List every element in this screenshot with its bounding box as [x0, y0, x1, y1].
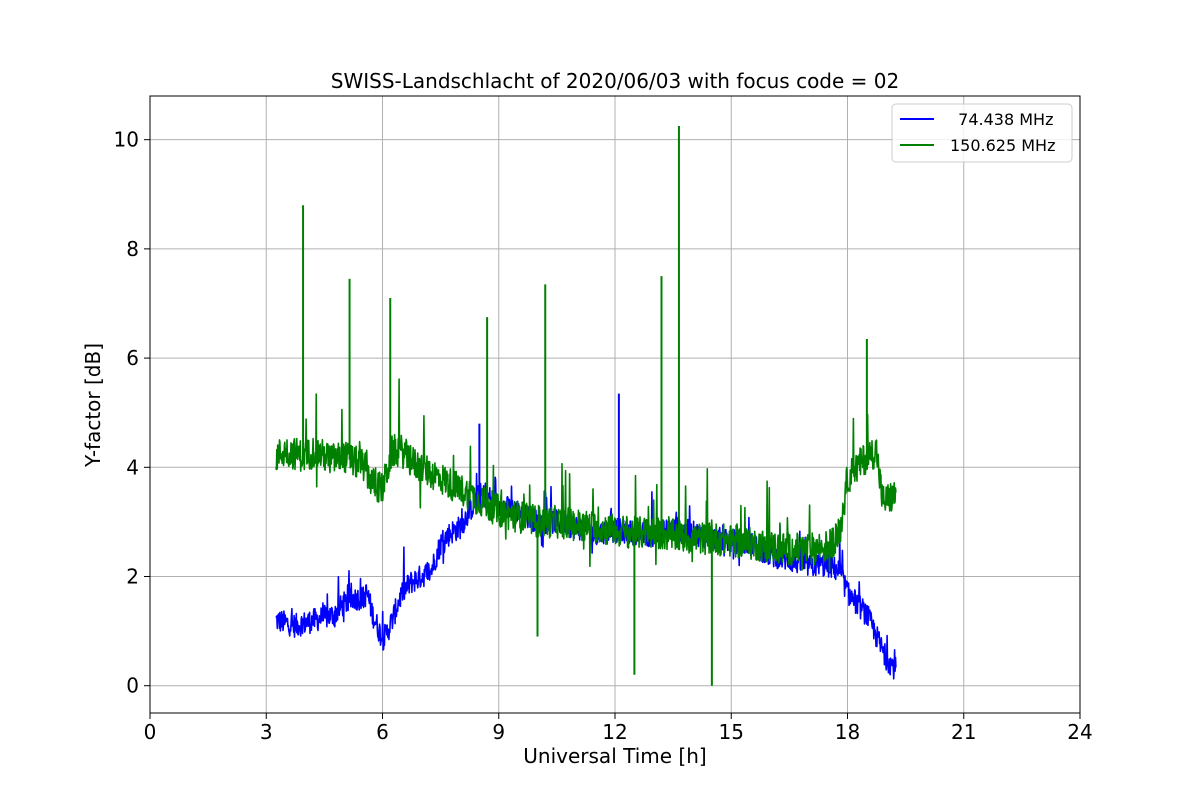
y-tick-label: 8	[126, 237, 139, 261]
x-tick-label: 15	[719, 720, 744, 744]
y-tick-label: 6	[126, 346, 139, 370]
legend-label-series-0: 74.438 MHz	[948, 110, 1053, 129]
x-tick-label: 24	[1067, 720, 1092, 744]
x-tick-label: 12	[602, 720, 627, 744]
x-tick-label: 9	[492, 720, 505, 744]
series-layer	[275, 126, 897, 686]
series-line-1	[275, 378, 897, 572]
x-axis-ticks: 0 3 6 9 12 15 18 21 24	[144, 713, 1093, 744]
chart-title: SWISS-Landschlacht of 2020/06/03 with fo…	[331, 69, 899, 93]
y-axis-ticks: 0 2 4 6 8 10	[114, 128, 150, 698]
legend-box	[891, 103, 1073, 163]
legend: 74.438 MHz 150.625 MHz	[891, 103, 1073, 163]
x-axis-label: Universal Time [h]	[523, 744, 706, 768]
legend-label-series-1: 150.625 MHz	[950, 136, 1055, 155]
x-tick-label: 6	[376, 720, 389, 744]
y-tick-label: 4	[126, 455, 139, 479]
y-tick-label: 10	[114, 128, 139, 152]
plot-area	[275, 126, 897, 686]
x-tick-label: 18	[835, 720, 860, 744]
y-tick-label: 0	[126, 674, 139, 698]
x-tick-label: 0	[144, 720, 157, 744]
x-tick-label: 3	[260, 720, 273, 744]
x-tick-label: 21	[951, 720, 976, 744]
y-axis-label: Y-factor [dB]	[81, 343, 105, 468]
y-tick-label: 2	[126, 564, 139, 588]
